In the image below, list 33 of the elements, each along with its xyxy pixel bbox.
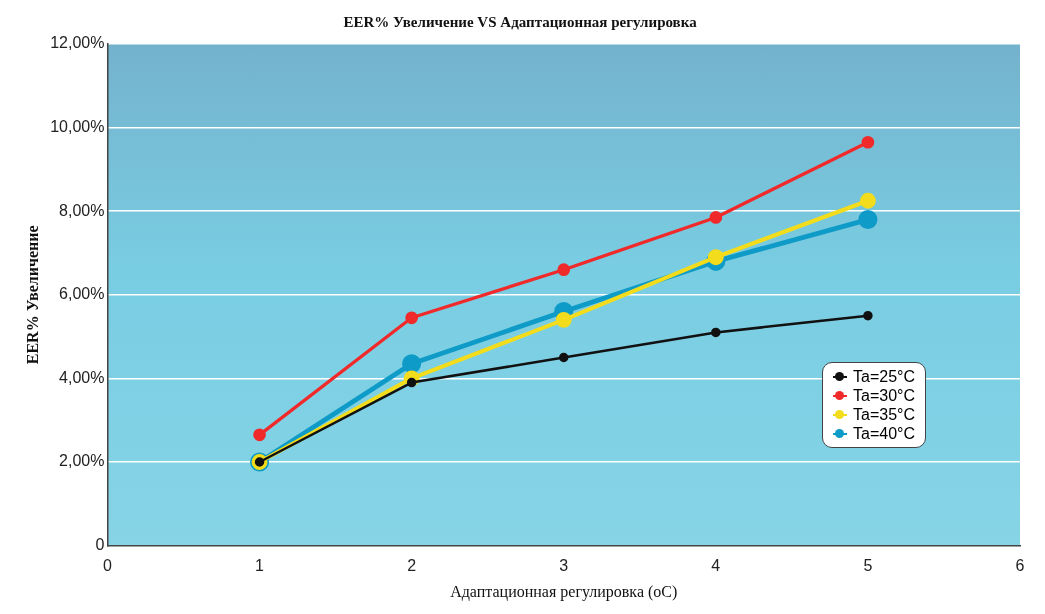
y-axis-title: EER% Увеличение — [23, 225, 41, 365]
point — [555, 311, 572, 328]
x-tick-label: 1 — [255, 556, 265, 574]
legend-label: Ta=40°C — [852, 424, 915, 443]
point — [402, 354, 422, 374]
point — [861, 135, 875, 149]
x-axis-title: Адаптационная регулировка (oC) — [450, 582, 678, 601]
legend-label: Ta=35°C — [852, 405, 915, 424]
point — [858, 210, 878, 230]
point — [405, 311, 418, 325]
x-tick-label: 5 — [863, 556, 873, 574]
y-tick-label: 2,00% — [59, 452, 105, 470]
legend-label: Ta=25°C — [852, 367, 915, 386]
x-tick-label: 4 — [711, 556, 721, 574]
point — [558, 352, 569, 363]
y-tick-label: 4,00% — [59, 368, 105, 386]
point — [711, 327, 721, 338]
x-tick-label: 2 — [407, 556, 417, 574]
y-tick-label: 6,00% — [59, 285, 105, 303]
point — [709, 211, 723, 224]
x-tick-label: 6 — [1015, 556, 1025, 574]
point — [253, 428, 266, 442]
point — [707, 249, 724, 266]
point — [859, 192, 876, 209]
point — [863, 310, 873, 321]
x-tick-label: 3 — [559, 556, 569, 574]
point — [557, 263, 571, 277]
y-tick-label: 8,00% — [59, 201, 105, 219]
legend-label: Ta=30°C — [852, 386, 915, 405]
y-tick-label: 10,00% — [50, 118, 105, 136]
y-tick-label: 12,00% — [50, 34, 105, 52]
y-tick-label: 0 — [95, 536, 105, 554]
chart-title: EER% Увеличение VS Адаптационная регулировка — [343, 13, 698, 30]
